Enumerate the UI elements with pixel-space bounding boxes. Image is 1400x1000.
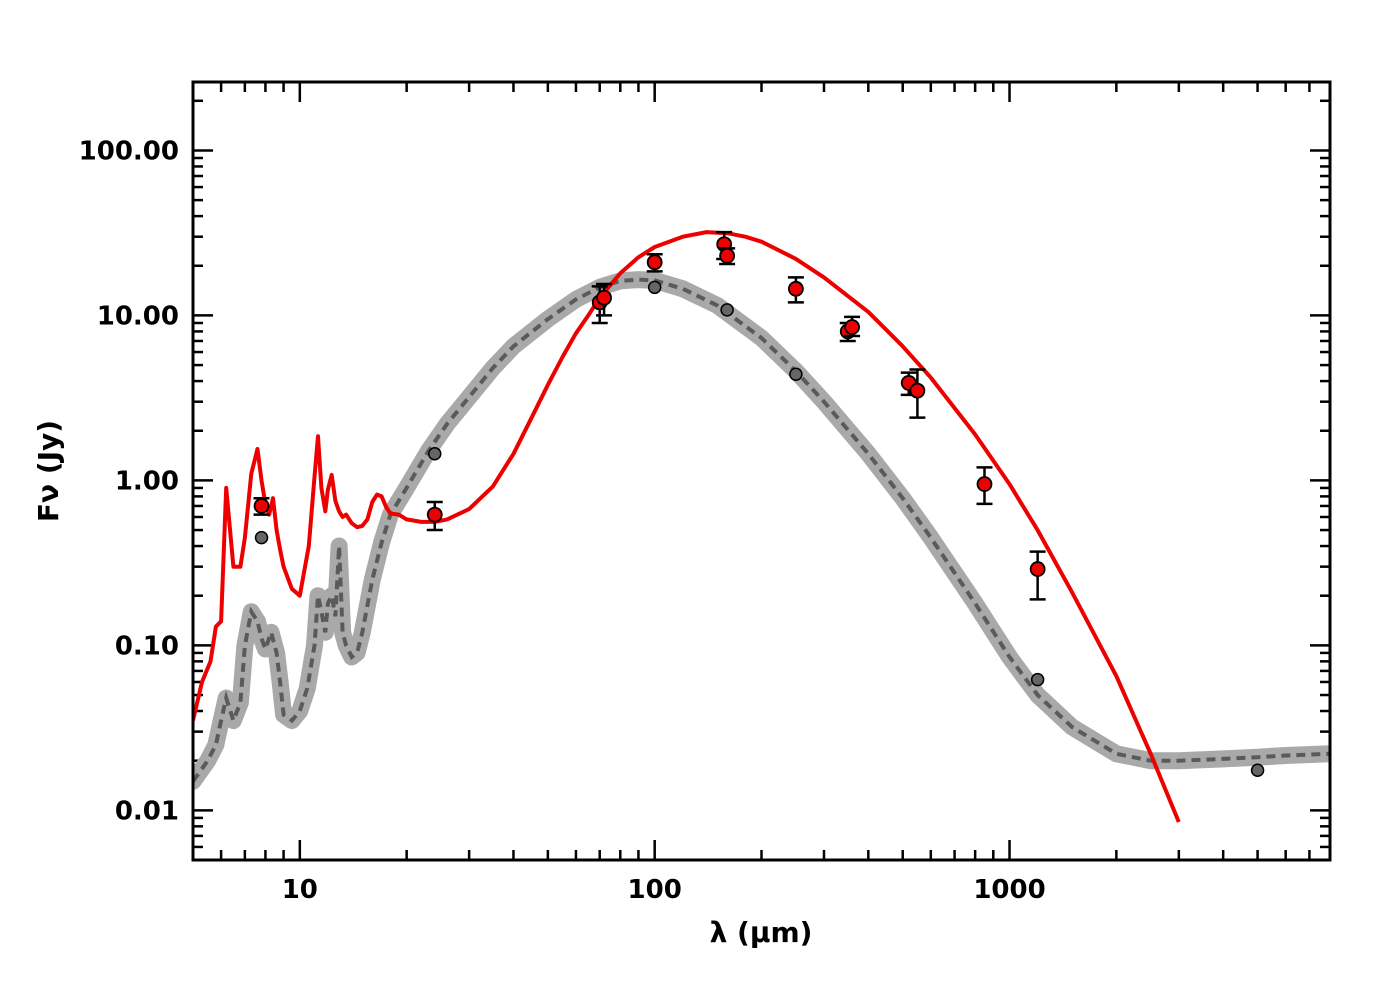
- red-data-point: [787, 280, 804, 297]
- plot-frame: [191, 80, 1332, 862]
- gray-model-line: [193, 277, 1330, 783]
- red-data-point: [426, 506, 443, 523]
- y-tick-label: 0.10: [115, 631, 179, 661]
- red-data-point: [646, 254, 663, 271]
- gray-model-band: [193, 271, 1330, 790]
- gray-data-point: [427, 447, 442, 461]
- red-model-line: [193, 230, 1181, 823]
- red-data-point: [596, 289, 612, 306]
- red-data-point: [976, 476, 993, 492]
- y-tick-label: 100.00: [79, 136, 179, 166]
- tick-marks: [191, 82, 1332, 862]
- plot-area: [193, 230, 1330, 823]
- gray-data-point: [789, 367, 803, 381]
- gray-data-point: [1250, 763, 1265, 777]
- red-data-point: [719, 247, 736, 264]
- tick-labels: 10 100 1000 0.01 0.10 1.00 10.00 100.00: [79, 136, 1046, 905]
- x-tick-label: 10: [282, 875, 318, 905]
- gray-data-point: [1030, 672, 1045, 687]
- gray-data-point: [254, 530, 269, 545]
- y-tick-label: 1.00: [115, 466, 179, 496]
- gray-data-point: [647, 280, 662, 295]
- gray-data-point: [720, 303, 734, 317]
- y-tick-label: 0.01: [115, 796, 179, 826]
- red-data-point: [1029, 561, 1046, 577]
- y-axis-title: Fν (Jy): [32, 420, 65, 522]
- red-data-point: [253, 498, 270, 514]
- x-tick-label: 100: [628, 875, 682, 905]
- red-data-point: [909, 382, 926, 399]
- red-data-point: [844, 319, 860, 335]
- x-tick-label: 1000: [973, 875, 1045, 905]
- y-tick-label: 10.00: [97, 301, 179, 331]
- x-axis-title: λ (μm): [710, 916, 813, 949]
